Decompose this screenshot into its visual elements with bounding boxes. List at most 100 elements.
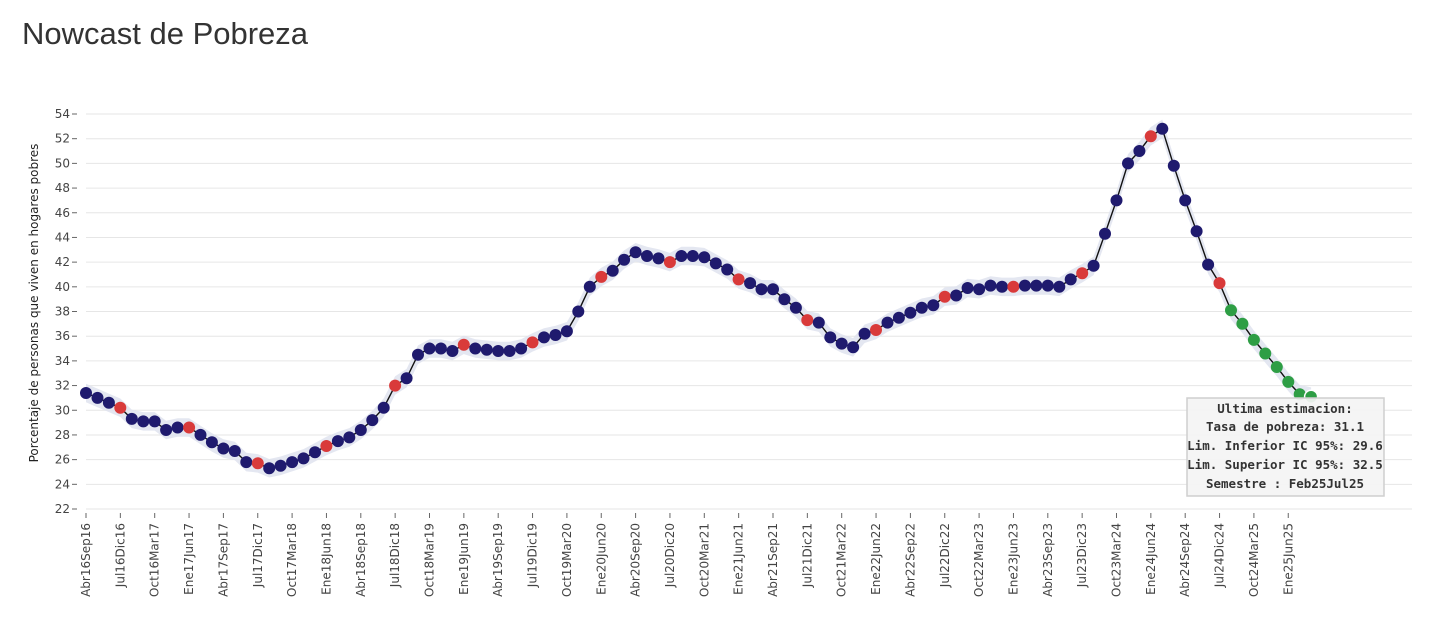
data-point[interactable] <box>996 280 1008 293</box>
highlight-point[interactable] <box>1007 280 1020 293</box>
data-point[interactable] <box>927 299 940 312</box>
data-point[interactable] <box>297 452 310 465</box>
data-point[interactable] <box>80 387 92 399</box>
highlight-point[interactable] <box>732 273 745 286</box>
data-point[interactable] <box>263 462 276 475</box>
data-point[interactable] <box>835 337 848 350</box>
data-point[interactable] <box>434 342 447 355</box>
data-point[interactable] <box>961 282 974 294</box>
data-point[interactable] <box>1030 279 1043 292</box>
data-point[interactable] <box>286 456 299 469</box>
highlight-point[interactable] <box>251 457 264 470</box>
data-point[interactable] <box>91 391 104 404</box>
data-point[interactable] <box>274 459 287 472</box>
data-point[interactable] <box>171 421 184 434</box>
data-point[interactable] <box>423 342 436 355</box>
data-point[interactable] <box>652 252 665 265</box>
highlight-point[interactable] <box>663 256 676 269</box>
data-point[interactable] <box>1179 194 1192 207</box>
highlight-point[interactable] <box>526 336 539 349</box>
data-point[interactable] <box>618 253 631 266</box>
data-point[interactable] <box>709 257 722 270</box>
forecast-point[interactable] <box>1282 375 1295 388</box>
highlight-point[interactable] <box>389 379 402 392</box>
data-point[interactable] <box>675 250 688 262</box>
highlight-point[interactable] <box>1076 267 1089 280</box>
data-point[interactable] <box>549 329 562 341</box>
data-point[interactable] <box>629 246 642 259</box>
data-point[interactable] <box>538 331 550 344</box>
highlight-point[interactable] <box>1213 277 1226 290</box>
data-point[interactable] <box>194 428 207 441</box>
data-point[interactable] <box>137 415 150 428</box>
data-point[interactable] <box>744 277 757 290</box>
data-point[interactable] <box>309 446 321 459</box>
data-point[interactable] <box>354 424 367 436</box>
data-point[interactable] <box>721 263 734 276</box>
data-point[interactable] <box>1099 227 1111 240</box>
highlight-point[interactable] <box>938 290 951 303</box>
data-point[interactable] <box>1087 259 1100 272</box>
data-point[interactable] <box>858 327 871 340</box>
data-point[interactable] <box>812 316 825 329</box>
data-point[interactable] <box>698 251 711 264</box>
data-point[interactable] <box>904 306 917 319</box>
data-point[interactable] <box>343 431 356 444</box>
data-point[interactable] <box>412 348 424 361</box>
data-point[interactable] <box>366 414 379 427</box>
data-point[interactable] <box>446 345 459 357</box>
data-point[interactable] <box>973 283 986 296</box>
data-point[interactable] <box>778 293 791 306</box>
forecast-point[interactable] <box>1247 333 1260 346</box>
highlight-point[interactable] <box>1144 130 1157 143</box>
data-point[interactable] <box>950 289 963 302</box>
data-point[interactable] <box>492 345 505 357</box>
data-points[interactable] <box>80 122 1319 475</box>
data-point[interactable] <box>1064 273 1077 286</box>
data-point[interactable] <box>1190 225 1203 238</box>
data-point[interactable] <box>1041 279 1054 292</box>
highlight-point[interactable] <box>457 338 470 351</box>
data-point[interactable] <box>148 415 161 428</box>
data-point[interactable] <box>789 301 802 314</box>
data-point[interactable] <box>984 279 997 292</box>
data-point[interactable] <box>767 283 779 296</box>
data-point[interactable] <box>686 250 699 262</box>
highlight-point[interactable] <box>595 270 608 283</box>
data-point[interactable] <box>469 342 482 355</box>
data-point[interactable] <box>480 343 493 356</box>
data-point[interactable] <box>755 283 768 296</box>
data-point[interactable] <box>1156 122 1169 135</box>
data-point[interactable] <box>560 325 573 338</box>
forecast-point[interactable] <box>1270 361 1283 373</box>
data-point[interactable] <box>160 424 173 436</box>
data-point[interactable] <box>892 311 905 324</box>
data-point[interactable] <box>606 264 619 277</box>
highlight-point[interactable] <box>801 314 814 327</box>
data-point[interactable] <box>377 401 390 414</box>
data-point[interactable] <box>217 442 230 455</box>
forecast-point[interactable] <box>1259 347 1272 360</box>
data-point[interactable] <box>1167 159 1180 172</box>
data-point[interactable] <box>572 305 585 318</box>
data-point[interactable] <box>125 412 138 425</box>
data-point[interactable] <box>400 372 413 385</box>
data-point[interactable] <box>1133 145 1146 157</box>
highlight-point[interactable] <box>320 440 333 452</box>
forecast-point[interactable] <box>1236 317 1249 330</box>
data-point[interactable] <box>641 250 653 262</box>
data-point[interactable] <box>205 436 218 449</box>
data-point[interactable] <box>102 396 115 409</box>
data-point[interactable] <box>1110 194 1123 207</box>
data-point[interactable] <box>331 435 344 448</box>
forecast-point[interactable] <box>1293 388 1306 401</box>
data-point[interactable] <box>1053 280 1066 293</box>
data-point[interactable] <box>915 301 928 314</box>
data-point[interactable] <box>583 280 596 293</box>
data-point[interactable] <box>824 331 837 344</box>
data-point[interactable] <box>1018 279 1031 292</box>
data-point[interactable] <box>240 456 253 469</box>
data-point[interactable] <box>1122 157 1134 170</box>
highlight-point[interactable] <box>870 324 882 336</box>
